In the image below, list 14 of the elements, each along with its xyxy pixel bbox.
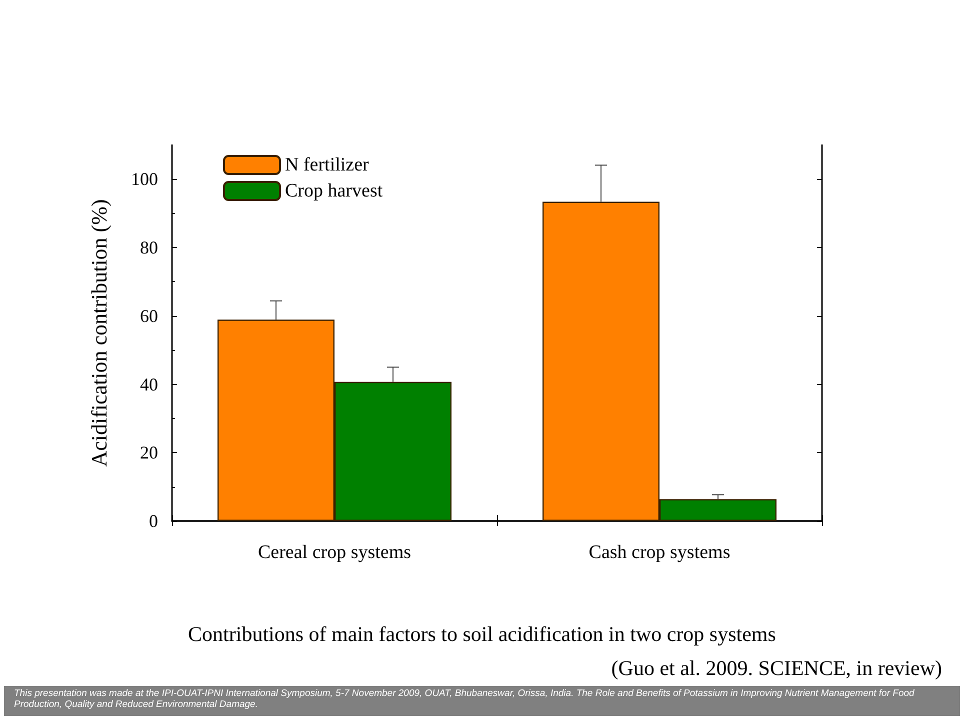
y-tick-label: 40	[140, 374, 158, 394]
legend-label: N fertilizer	[285, 154, 370, 176]
text: (Guo et al. 2009. SCIENCE, in review)	[611, 656, 942, 681]
x-tick-label: Cereal crop systems	[258, 542, 412, 563]
y-tick-label: 80	[140, 238, 158, 258]
legend-label: Crop harvest	[285, 180, 384, 202]
y-tick-label: 100	[131, 169, 158, 190]
text: Contributions of main factors to soil acidification in two crop systems	[187, 622, 777, 647]
y-tick-label: 60	[140, 306, 158, 326]
y-axis-title: Acidification contribution (%)	[86, 199, 112, 467]
y-tick-label: 0	[149, 511, 158, 531]
text: This presentation was made at the IPI-OUAT-IPNI International Symposium, 5-7 November 2009, OUAT, Bhubaneswar, Orissa, India. The Role and Benefits of Potassium in Improving Nutrient Management for Food Production, Quality and Reduced Environmental Damage.	[4, 686, 960, 716]
y-tick-label: 20	[140, 442, 158, 463]
x-tick-label: Cash crop systems	[588, 542, 730, 563]
